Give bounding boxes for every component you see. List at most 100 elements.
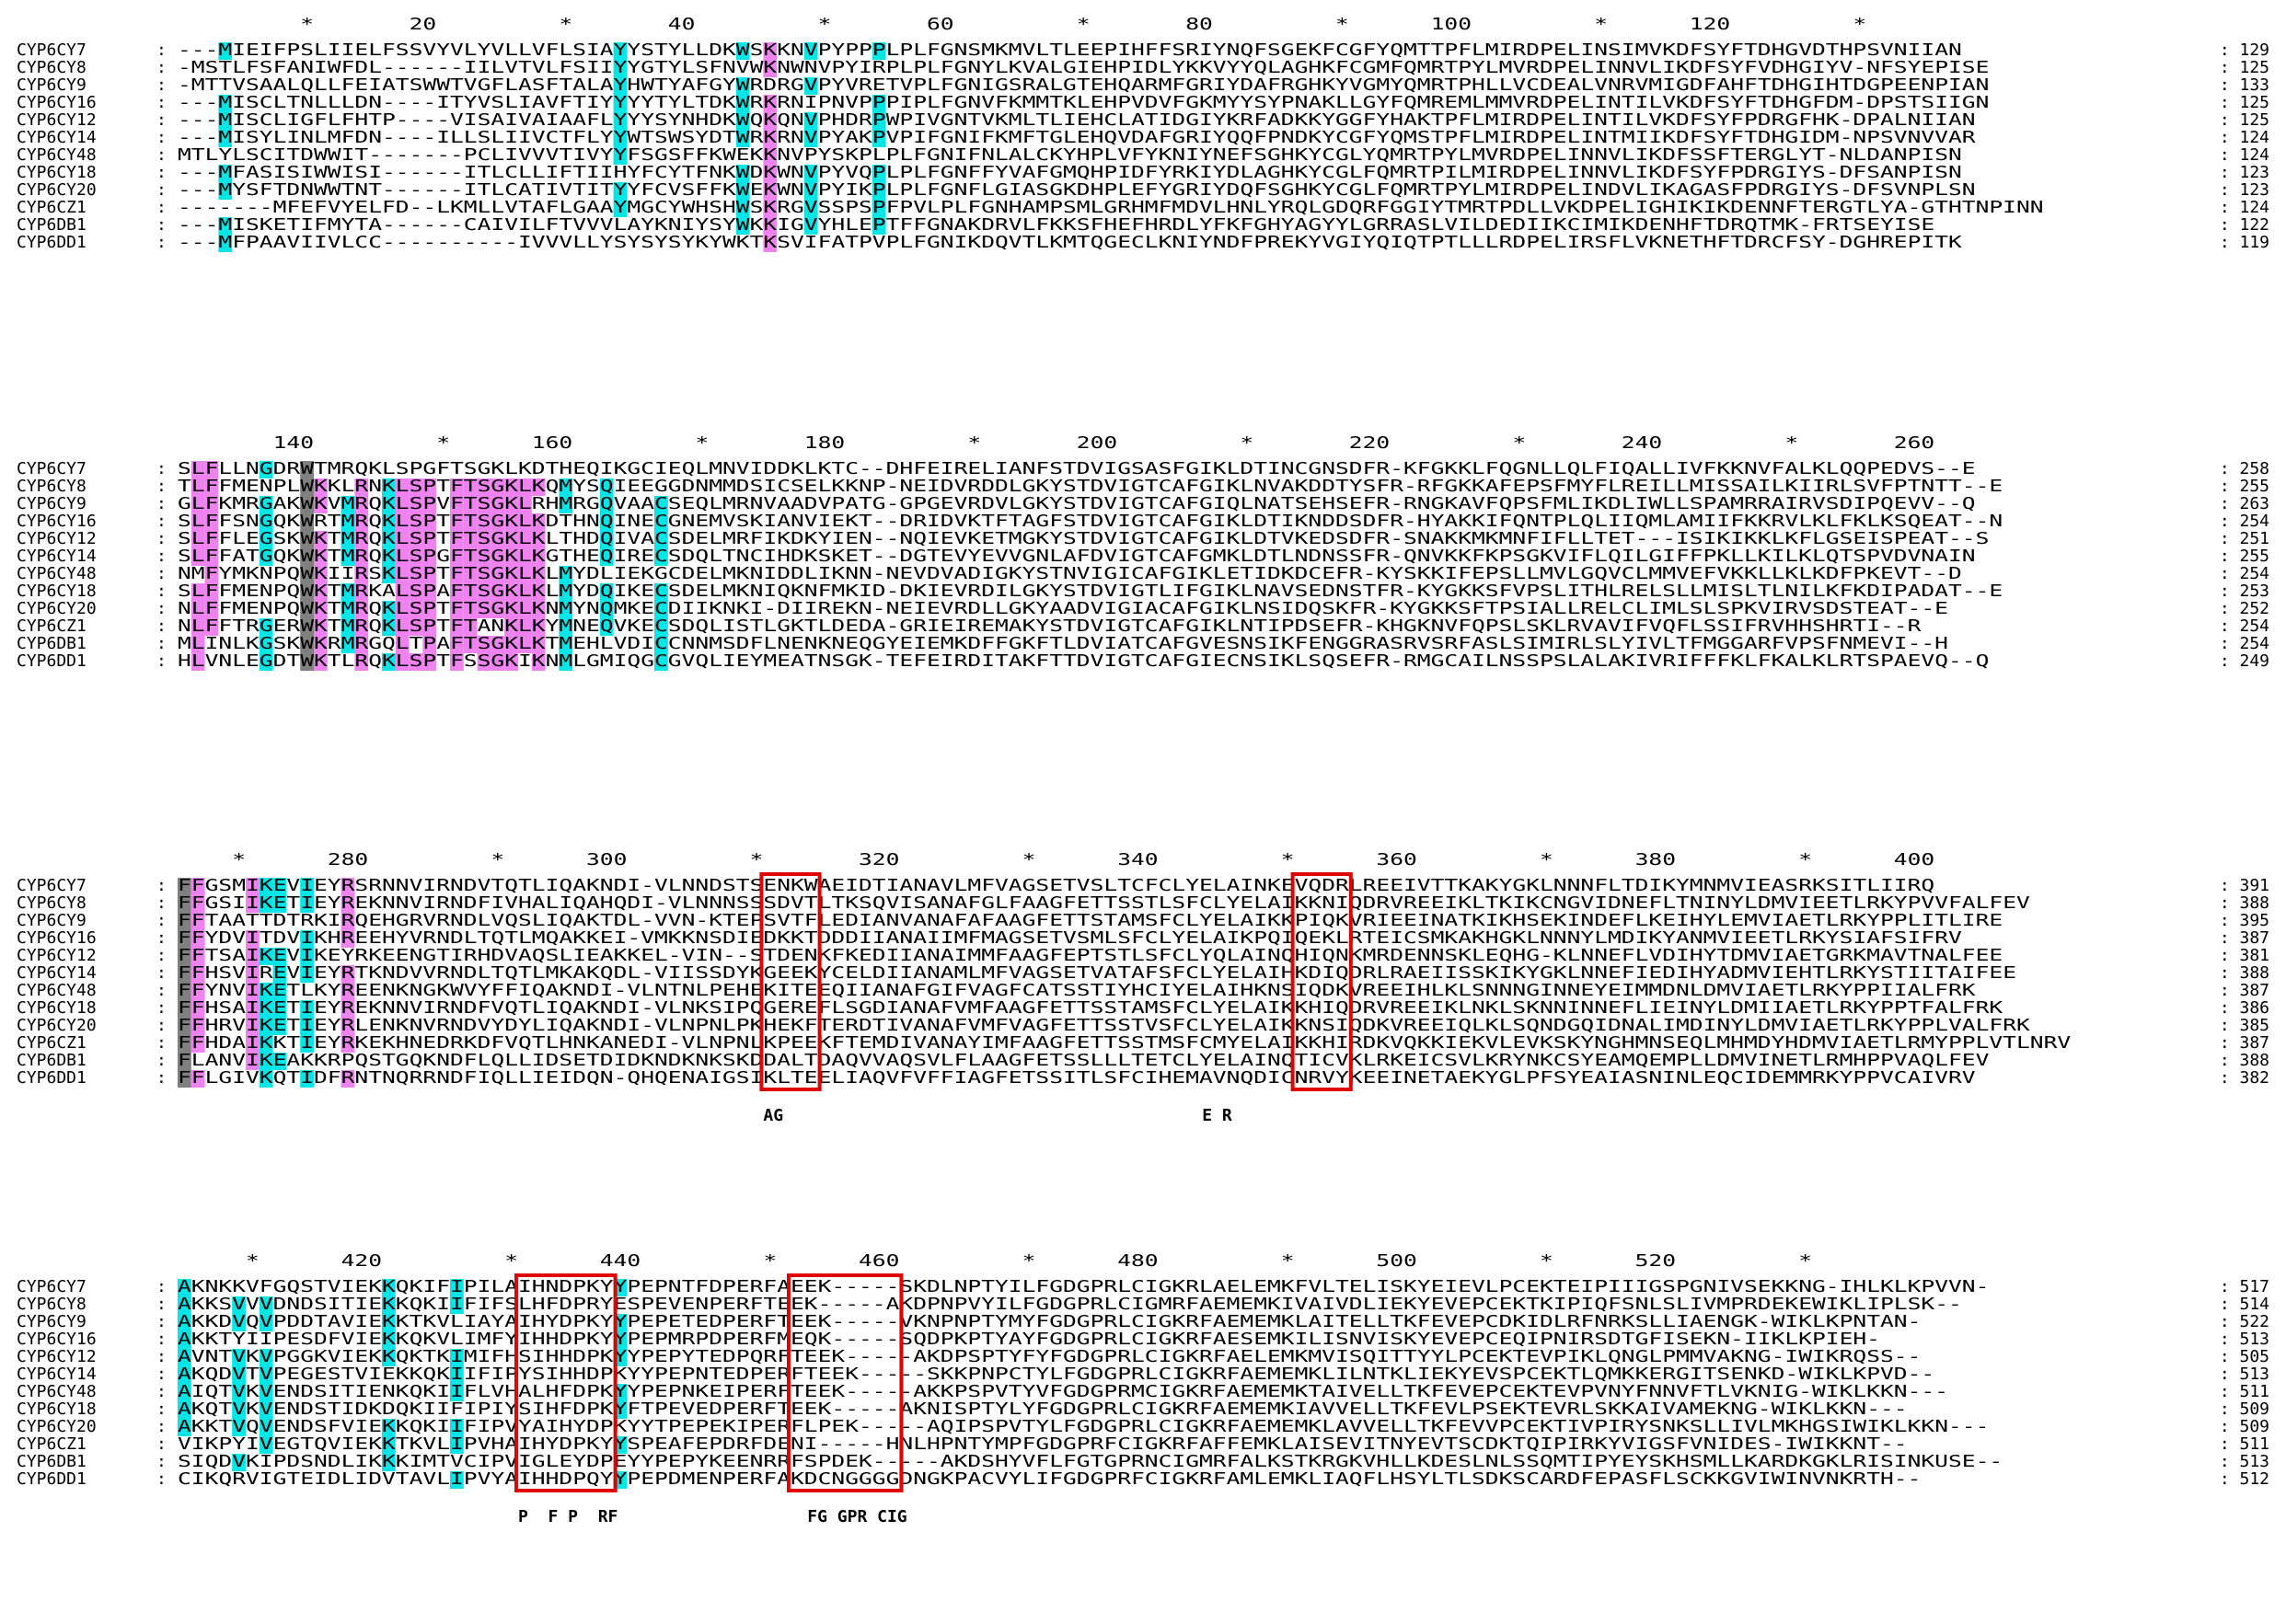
residue-shade [613,112,628,130]
sequence-residues: -MSTLFSFANIWFDL------IILVTVLFSIIYYGTYLSF… [178,58,1989,77]
sequence-residues: TLFFMENPLWKKLRNKLSPTFTSGKLKQMYSQIEEGGDNM… [178,477,2003,496]
residue-shade [803,77,818,95]
residue-shade [341,601,355,618]
sequence-name: CYP6CY16 [17,928,97,948]
separator-colon: : [156,1312,167,1331]
sequence-name: CYP6CY16 [17,512,97,531]
residue-shade [395,531,410,548]
residue-shade [395,618,410,636]
separator-colon: : [156,459,167,478]
separator-colon: : [156,215,167,235]
sequence-end-position: : 381 [2220,946,2269,965]
sequence-name: CYP6CZ1 [17,616,87,636]
sequence-residues: FFTAATTDTRKIRQEHGRVRNDLVQSLIQAKTDL-VVN-K… [178,911,2003,930]
sequence-residues: FFYDVITDVIKHREEHYVRNDLTQTLMQAKKEI-VMKKNS… [178,928,1962,948]
residue-shade [354,513,369,531]
residue-shade [232,1401,246,1419]
residue-shade [559,636,573,653]
residue-shade [300,548,314,566]
residue-shade [314,653,328,671]
residue-shade [259,1296,273,1314]
residue-shade [178,1366,191,1384]
residue-shade [190,478,205,496]
residue-shade [559,566,573,583]
sequence-name: CYP6CY48 [17,145,97,165]
residue-shade [314,496,328,513]
residue-shade [450,618,464,636]
sequence-name: CYP6CY12 [17,1347,97,1366]
residue-shade [531,636,546,653]
residue-shade [395,583,410,601]
sequence-end-position: : 133 [2220,75,2269,95]
residue-shade [272,965,287,983]
residue-shade [190,895,205,913]
separator-colon: : [156,494,167,513]
residue-shade [477,653,491,671]
residue-shade [259,878,273,895]
residue-shade [463,618,478,636]
separator-colon: : [156,893,167,913]
residue-shade [422,653,437,671]
residue-shade [314,583,328,601]
sequence-residues: AKNKKVFGQSTVIEKKQKIFIPILAIHNDPKYYPEPNTFD… [178,1277,1989,1296]
residue-shade [246,1035,260,1053]
sequence-end-position: : 254 [2220,634,2269,653]
residue-shade [477,601,491,618]
residue-shade [190,913,205,930]
residue-shade [477,583,491,601]
sequence-end-position: : 386 [2220,998,2269,1018]
sequence-end-position: : 517 [2220,1277,2269,1296]
sequence-residues: FFHSAIKETIEYREKNNVIRNDFVQTLIQAKNDI-VLNKS… [178,998,2003,1018]
residue-shade [382,566,396,583]
residue-shade [422,583,437,601]
residue-shade [300,965,314,983]
residue-shade [504,531,518,548]
residue-shade [735,77,750,95]
sequence-end-position: : 252 [2220,599,2269,618]
residue-shade [218,130,233,147]
motif-highlight-box [514,1273,618,1492]
residue-shade [735,200,750,217]
separator-colon: : [156,1033,167,1053]
residue-shade [463,478,478,496]
residue-shade [232,1366,246,1384]
residue-shade [259,1419,273,1436]
separator-colon: : [156,1382,167,1401]
sequence-residues: FFGSMIKEVIEYRSRNNVIRNDVTQTLIQAKNDI-VLNND… [178,876,1934,895]
residue-shade [382,1454,396,1471]
residue-shade [190,461,205,478]
residue-shade [735,217,750,235]
residue-shade [232,1419,246,1436]
residue-shade [504,653,518,671]
residue-shade [735,95,750,112]
sequence-name: CYP6CY7 [17,876,87,895]
sequence-end-position: : 249 [2220,651,2269,671]
residue-shade [409,618,423,636]
residue-shade [300,895,314,913]
residue-shade [259,1436,273,1454]
sequence-end-position: : 512 [2220,1469,2269,1489]
residue-shade [463,566,478,583]
sequence-name: CYP6CY12 [17,529,97,548]
residue-shade [735,130,750,147]
separator-colon: : [156,876,167,895]
sequence-end-position: : 263 [2220,494,2269,513]
residue-shade [613,60,628,77]
separator-colon: : [156,110,167,130]
residue-shade [477,478,491,496]
residue-shade [518,513,532,531]
residue-shade [491,478,505,496]
residue-shade [803,165,818,182]
residue-shade [314,636,328,653]
residue-shade [218,165,233,182]
residue-shade [354,496,369,513]
sequence-name: CYP6CY16 [17,1330,97,1349]
residue-shade [477,548,491,566]
sequence-name: CYP6DD1 [17,1469,87,1489]
residue-shade [178,1314,191,1331]
sequence-end-position: : 254 [2220,564,2269,583]
residue-shade [531,601,546,618]
residue-shade [178,895,191,913]
residue-shade [477,566,491,583]
residue-shade [246,983,260,1000]
